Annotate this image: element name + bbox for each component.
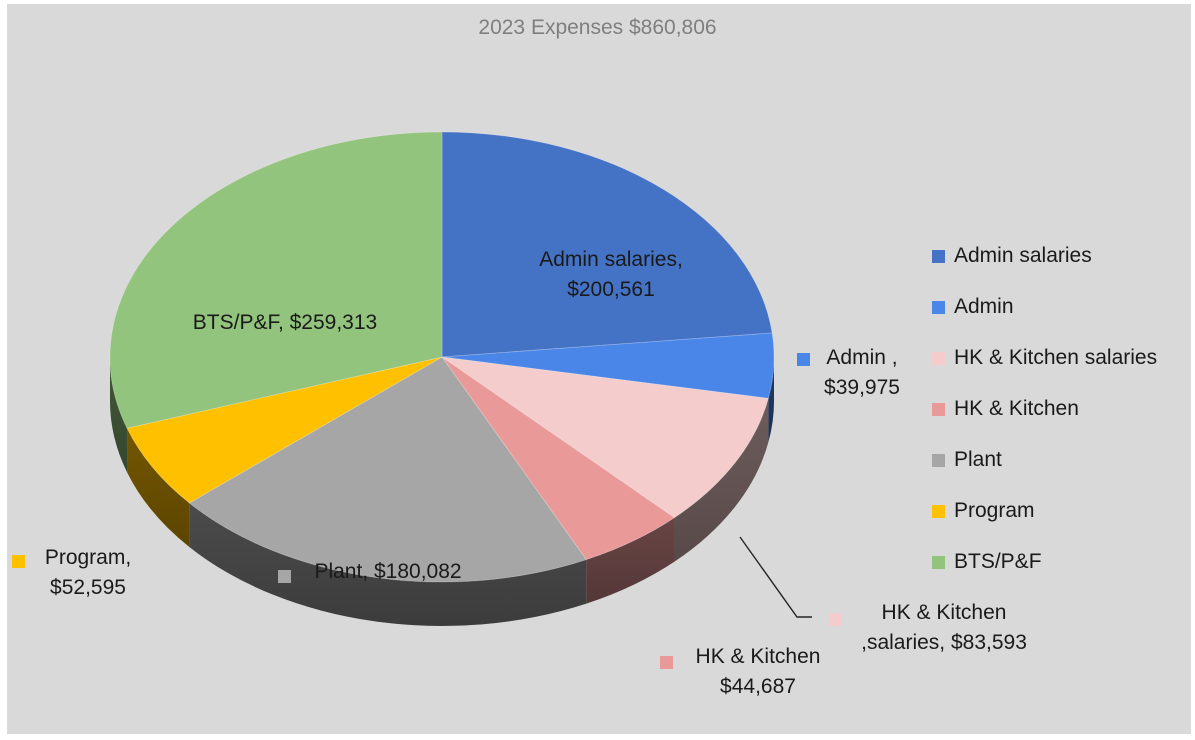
legend-label: Admin salaries: [954, 244, 1092, 267]
pie-slices: [109, 131, 775, 583]
legend-swatch: [932, 505, 945, 518]
legend-item-admin-salaries: Admin salaries: [932, 242, 1157, 293]
slice-side-shading: [189, 502, 587, 626]
slice-admin: [441, 332, 775, 399]
data-label-plant: Plant, $180,082: [314, 560, 461, 583]
legend: Admin salaries Admin HK & Kitchen salaries…: [932, 242, 1157, 599]
label-marker-program: [12, 555, 25, 568]
data-label-admin-salaries: Admin salaries,: [539, 248, 683, 271]
data-label-admin: Admin ,: [826, 346, 897, 369]
legend-swatch: [932, 301, 945, 314]
legend-item-hk-and-kitchen-salaries: HK & Kitchen salaries: [932, 344, 1157, 395]
label-marker-hk-and-kitchen-salaries: [829, 613, 842, 626]
data-label-hk-and-kitchen-salaries: HK & Kitchen: [882, 601, 1007, 624]
legend-swatch: [932, 454, 945, 467]
legend-item-plant: Plant: [932, 446, 1157, 497]
label-marker-hk-and-kitchen: [660, 656, 673, 669]
data-label-hk-and-kitchen: HK & Kitchen: [696, 645, 821, 668]
slice-plant: [188, 356, 587, 583]
data-label-admin: $39,975: [824, 376, 900, 399]
legend-item-program: Program: [932, 497, 1157, 548]
legend-item-hk-and-kitchen: HK & Kitchen: [932, 395, 1157, 446]
legend-swatch: [932, 352, 945, 365]
label-marker-plant: [278, 570, 291, 583]
legend-label: HK & Kitchen salaries: [954, 346, 1158, 369]
slice-side-shading: [674, 398, 769, 562]
slice-admin-salaries: [441, 131, 773, 358]
data-labels: Admin salaries, $200,561 Admin , $39,975 HK …: [12, 248, 1027, 698]
legend-swatch: [932, 250, 945, 263]
data-label-hk-and-kitchen: $44,687: [720, 675, 796, 698]
legend-label: Admin: [954, 295, 1014, 318]
legend-label: HK & Kitchen: [954, 397, 1079, 420]
legend-swatch: [932, 556, 945, 569]
slice-side-shading: [110, 357, 128, 473]
legend-swatch: [932, 403, 945, 416]
slice-side-shading: [127, 428, 190, 547]
data-label-admin-salaries: $200,561: [567, 278, 655, 301]
slice-program: [126, 356, 443, 504]
slice-side-shading: [768, 357, 774, 443]
label-marker-admin: [797, 353, 810, 366]
slice-side-shading: [586, 517, 675, 604]
legend-item-bts-pandf: BTS/P&F: [932, 548, 1157, 599]
leader-lines: [739, 536, 812, 618]
legend-label: Program: [954, 499, 1035, 522]
data-label-program: Program,: [45, 546, 131, 569]
pie-side-walls: [110, 357, 774, 626]
slice-hk-and-kitchen: [441, 356, 676, 561]
legend-label: BTS/P&F: [954, 550, 1042, 573]
leader-line-hk-and-kitchen-salaries: [739, 536, 812, 618]
data-label-bts-pandf: BTS/P&F, $259,313: [193, 311, 377, 334]
slice-hk-and-kitchen-salaries: [441, 356, 769, 519]
legend-label: Plant: [954, 448, 1002, 471]
data-label-hk-and-kitchen-salaries: ,salaries, $83,593: [861, 631, 1027, 654]
data-label-program: $52,595: [50, 576, 126, 599]
slice-bts-pandf: [109, 131, 443, 429]
label-marker-bts-pandf: [156, 320, 169, 333]
chart-title: 2023 Expenses $860,806: [478, 16, 717, 39]
legend-item-admin: Admin: [932, 293, 1157, 344]
